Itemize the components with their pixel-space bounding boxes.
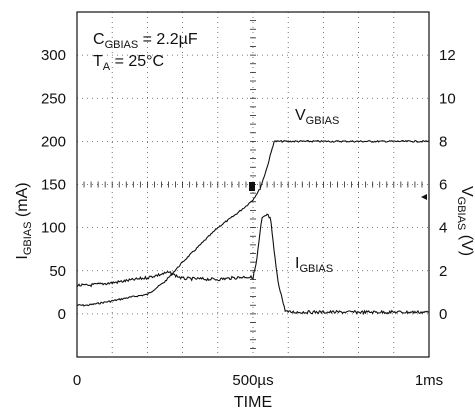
y-right-tick-label: 8 [439, 133, 447, 150]
y-axis-left: 0 50 100 150 200 250 300 [41, 47, 66, 323]
y-axis-right-label: VGBIAS (V) [455, 186, 475, 256]
series-label-vgbias: VGBIAS [295, 107, 339, 127]
annotation-temperature: TA = 25°C [93, 53, 164, 73]
y-right-tick-label: 6 [439, 177, 447, 194]
y-axis-right: 0 2 4 6 8 10 12 [439, 47, 456, 323]
x-axis-label: TIME [234, 394, 272, 411]
annotation-capacitance: CGBIAS = 2.2µF [93, 31, 198, 51]
y-left-tick-label: 250 [41, 90, 66, 107]
y-right-tick-label: 4 [439, 220, 447, 237]
x-tick-label: 500µs [232, 372, 273, 389]
series-label-igbias: IGBIAS [295, 255, 333, 275]
y-axis-left-label: IGBIAS (mA) [14, 182, 34, 259]
series-line-vgbias [76, 139, 430, 307]
x-tick-label: 1ms [415, 372, 443, 389]
y-right-tick-label: 12 [439, 47, 456, 64]
y-left-tick-label: 50 [49, 263, 66, 280]
y-left-tick-label: 200 [41, 133, 66, 150]
y-left-tick-label: 0 [58, 306, 66, 323]
y-left-tick-label: 300 [41, 47, 66, 64]
x-axis: 0 500µs 1ms [73, 372, 443, 389]
y-right-tick-label: 2 [439, 263, 447, 280]
y-right-tick-label: 0 [439, 306, 447, 323]
y-left-tick-label: 150 [41, 177, 66, 194]
trigger-level-arrow-icon [421, 194, 427, 200]
plot-frame [76, 11, 430, 358]
trigger-marker [249, 182, 255, 191]
y-left-tick-label: 100 [41, 220, 66, 237]
series-line-igbias [76, 213, 430, 316]
y-right-tick-label: 10 [439, 90, 456, 107]
x-tick-label: 0 [73, 372, 81, 389]
